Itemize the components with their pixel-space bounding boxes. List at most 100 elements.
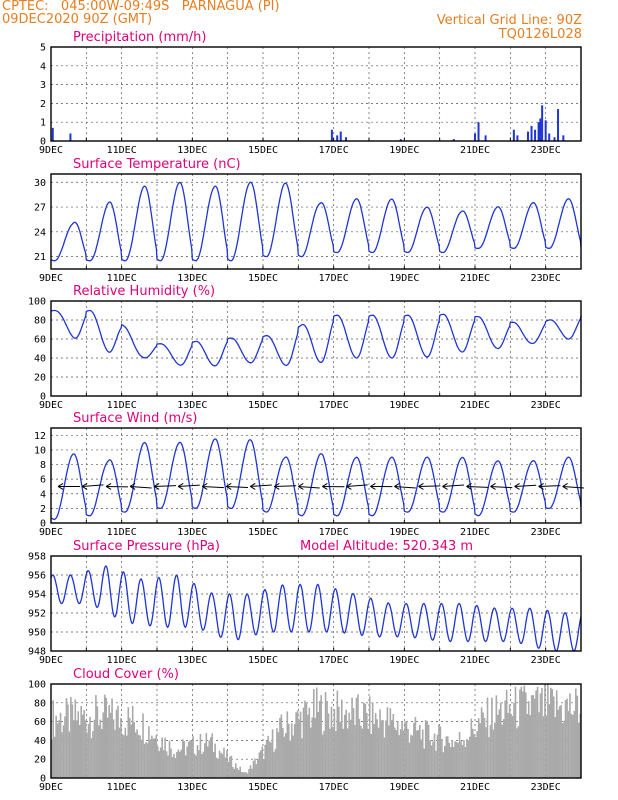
temp-xtick-label: 19DEC <box>389 273 419 284</box>
wind-ytick-label: 8 <box>40 460 46 471</box>
cloud-bar <box>454 741 456 778</box>
wind-arrow-head <box>418 483 424 490</box>
wind-arrow-head <box>370 483 376 490</box>
cloud-xtick-label: 19DEC <box>389 782 419 793</box>
cloud-bar <box>243 772 246 778</box>
rh-xtick-label: 13DEC <box>177 400 207 411</box>
cloud-bar <box>224 757 227 778</box>
cloud-bar <box>488 737 490 778</box>
cloud-bar <box>81 714 84 778</box>
cloud-bar <box>177 749 180 778</box>
cloud-bar <box>579 713 582 778</box>
wind-arrow-head <box>225 483 232 490</box>
wind-arrow-head <box>177 483 184 490</box>
cloud-title: Cloud Cover (%) <box>73 667 179 682</box>
cloud-bar <box>396 720 399 778</box>
cloud-bar <box>560 705 562 778</box>
cloud-bar <box>377 727 380 778</box>
cloud-bar <box>445 736 448 778</box>
wind-arrow <box>226 485 249 488</box>
cloud-bar <box>566 698 568 778</box>
cloud-bar <box>142 713 144 778</box>
wind-arrow <box>274 485 297 487</box>
cloud-bar <box>342 728 345 778</box>
cloud-bar <box>469 736 471 778</box>
cloud-bar <box>257 759 259 778</box>
cloud-bar <box>158 751 161 778</box>
cloud-bar <box>217 758 219 778</box>
rh-xtick-label: 15DEC <box>248 400 278 411</box>
cloud-bar <box>323 730 325 778</box>
wind-arrow-head <box>201 483 208 490</box>
cloud-bar <box>53 736 56 778</box>
wind-arrow-head <box>490 483 496 490</box>
cloud-bar <box>333 709 336 778</box>
precip-ytick-label: 2 <box>40 99 46 110</box>
precip-ytick-label: 1 <box>40 118 46 129</box>
rh-xtick-label: 9DEC <box>39 400 63 411</box>
cloud-bar <box>179 751 181 778</box>
cloud-bar <box>318 700 321 778</box>
wind-arrow <box>346 484 368 487</box>
cloud-bar <box>404 721 406 778</box>
cloud-bar <box>379 709 381 778</box>
cloud-bar <box>195 755 197 778</box>
cloud-bar <box>516 728 518 778</box>
cloud-bar <box>218 750 221 778</box>
cloud-bar <box>52 700 55 778</box>
cloud-bar <box>451 739 453 778</box>
cloud-bar <box>332 726 334 778</box>
cloud-bar <box>77 711 80 778</box>
cloud-bar <box>522 691 524 778</box>
cloud-bar <box>286 711 289 778</box>
cloud-bar <box>352 708 355 778</box>
cloud-bar <box>285 733 287 778</box>
cloud-bar <box>413 722 415 778</box>
precip-bar <box>537 122 540 141</box>
wind-xtick-label: 13DEC <box>177 527 207 538</box>
cloud-xtick-label: 11DEC <box>107 782 137 793</box>
cloud-bar <box>308 707 311 778</box>
precip-bar <box>477 122 480 141</box>
rh-xtick-label: 21DEC <box>460 400 490 411</box>
header-line1-left: CPTEC: 045:00W-09:49S PARNAGUA (PI) <box>2 0 280 14</box>
precip-bar <box>69 133 72 141</box>
cloud-bar <box>249 765 252 778</box>
cloud-bar <box>326 700 328 778</box>
wind-xtick-label: 23DEC <box>531 527 561 538</box>
cloud-bar <box>55 715 57 778</box>
precip-panel: Precipitation (mm/h) 0 1 2 3 4 5 9DEC 11DEC 13DEC… <box>39 30 582 156</box>
cloud-bar <box>548 704 551 778</box>
cloud-bar <box>355 697 358 778</box>
cloud-bar <box>455 742 458 778</box>
cloud-xtick-label: 13DEC <box>177 782 207 793</box>
precip-xtick-label: 9DEC <box>39 145 63 156</box>
cloud-bar <box>442 752 445 778</box>
cloud-bar <box>315 687 318 778</box>
cloud-bar <box>105 697 108 778</box>
cloud-bar <box>541 687 543 778</box>
cloud-bar <box>330 706 333 778</box>
cloud-panel: Cloud Cover (%) 0 20 40 60 80 100 9DEC 11DEC 13DE… <box>28 667 582 793</box>
cloud-bar <box>290 723 293 778</box>
cloud-bar <box>161 737 163 778</box>
cloud-bar <box>467 740 470 778</box>
cloud-bar <box>111 698 113 778</box>
precip-bar <box>51 127 54 141</box>
wind-xtick-label: 17DEC <box>319 527 349 538</box>
cloud-bar <box>312 689 315 778</box>
cloud-bar <box>137 734 140 778</box>
cloud-bar <box>349 719 352 778</box>
cloud-bar <box>59 712 62 778</box>
cloud-bar <box>324 692 327 778</box>
precip-bar <box>544 120 547 141</box>
cloud-bar <box>73 720 75 778</box>
cloud-bar <box>123 735 125 778</box>
cloud-bar <box>232 766 234 778</box>
temp-ytick-label: 24 <box>34 227 46 238</box>
cloud-bar <box>310 727 312 778</box>
cloud-bar <box>317 711 320 778</box>
cloud-bar <box>196 745 199 778</box>
cloud-bar <box>536 686 539 778</box>
cloud-bar <box>417 729 420 778</box>
